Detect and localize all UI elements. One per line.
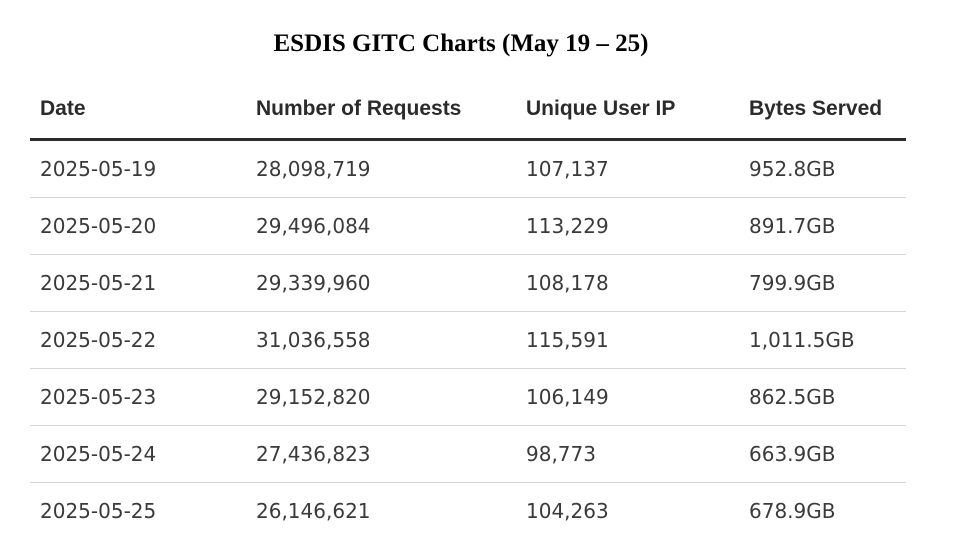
cell-requests: 27,436,823 xyxy=(246,426,516,483)
cell-date: 2025-05-19 xyxy=(30,140,246,198)
cell-requests: 26,146,621 xyxy=(246,483,516,539)
cell-requests: 29,339,960 xyxy=(246,255,516,312)
table-row: 2025-05-19 28,098,719 107,137 952.8GB xyxy=(30,140,906,198)
table-row: 2025-05-22 31,036,558 115,591 1,011.5GB xyxy=(30,312,906,369)
cell-requests: 29,152,820 xyxy=(246,369,516,426)
cell-bytes: 891.7GB xyxy=(739,198,906,255)
cell-requests: 31,036,558 xyxy=(246,312,516,369)
cell-unique-ip: 115,591 xyxy=(516,312,739,369)
table-row: 2025-05-21 29,339,960 108,178 799.9GB xyxy=(30,255,906,312)
cell-date: 2025-05-21 xyxy=(30,255,246,312)
cell-date: 2025-05-25 xyxy=(30,483,246,539)
cell-unique-ip: 108,178 xyxy=(516,255,739,312)
cell-bytes: 799.9GB xyxy=(739,255,906,312)
cell-unique-ip: 104,263 xyxy=(516,483,739,539)
cell-date: 2025-05-22 xyxy=(30,312,246,369)
page-title: ESDIS GITC Charts (May 19 – 25) xyxy=(0,27,922,61)
table-row: 2025-05-25 26,146,621 104,263 678.9GB xyxy=(30,483,906,539)
table-row: 2025-05-24 27,436,823 98,773 663.9GB xyxy=(30,426,906,483)
stats-table-container: Date Number of Requests Unique User IP B… xyxy=(30,80,906,539)
cell-unique-ip: 98,773 xyxy=(516,426,739,483)
cell-bytes: 862.5GB xyxy=(739,369,906,426)
header-number-of-requests: Number of Requests xyxy=(246,80,516,140)
cell-bytes: 1,011.5GB xyxy=(739,312,906,369)
header-date: Date xyxy=(30,80,246,140)
table-header-row: Date Number of Requests Unique User IP B… xyxy=(30,80,906,140)
table-row: 2025-05-23 29,152,820 106,149 862.5GB xyxy=(30,369,906,426)
cell-unique-ip: 107,137 xyxy=(516,140,739,198)
cell-date: 2025-05-24 xyxy=(30,426,246,483)
cell-requests: 28,098,719 xyxy=(246,140,516,198)
cell-bytes: 663.9GB xyxy=(739,426,906,483)
cell-date: 2025-05-23 xyxy=(30,369,246,426)
cell-requests: 29,496,084 xyxy=(246,198,516,255)
table-row: 2025-05-20 29,496,084 113,229 891.7GB xyxy=(30,198,906,255)
cell-date: 2025-05-20 xyxy=(30,198,246,255)
header-unique-user-ip: Unique User IP xyxy=(516,80,739,140)
cell-bytes: 678.9GB xyxy=(739,483,906,539)
cell-unique-ip: 106,149 xyxy=(516,369,739,426)
cell-unique-ip: 113,229 xyxy=(516,198,739,255)
cell-bytes: 952.8GB xyxy=(739,140,906,198)
header-bytes-served: Bytes Served xyxy=(739,80,906,140)
stats-table: Date Number of Requests Unique User IP B… xyxy=(30,80,906,539)
